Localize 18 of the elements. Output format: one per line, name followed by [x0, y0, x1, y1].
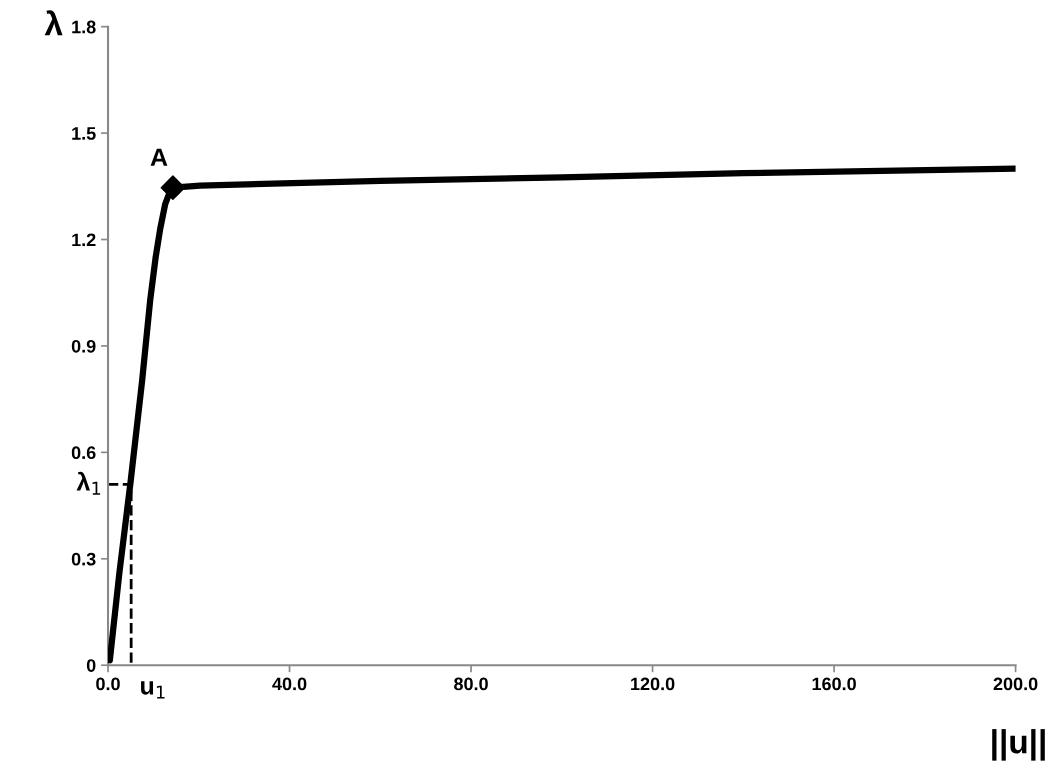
annotation: λ$_{1}$ [76, 471, 101, 495]
y-axis-title: λ [44, 10, 63, 36]
y-tick-label: 1.5 [72, 127, 96, 140]
y-tick-label: 1.2 [72, 233, 96, 247]
x-axis-title: ||u|| [992, 729, 1045, 761]
x-tick-label: 200.0 [993, 677, 1038, 691]
y-tick-label: 1.8 [72, 20, 96, 34]
x-tick-label: 40.0 [272, 677, 307, 691]
x-tick-label: 120.0 [631, 677, 675, 691]
x-tick-label: 160.0 [812, 677, 856, 691]
x-tick-label: 0.0 [96, 677, 120, 691]
y-tick-label: 0.9 [71, 339, 96, 353]
annotation: A [150, 148, 168, 166]
annotation: u$_{1}$ [141, 681, 165, 699]
x-tick-label: 80.0 [454, 677, 488, 691]
y-tick-label: 0.3 [71, 552, 96, 566]
y-tick-label: 0 [86, 659, 96, 672]
y-tick-label: 0.6 [71, 446, 96, 460]
